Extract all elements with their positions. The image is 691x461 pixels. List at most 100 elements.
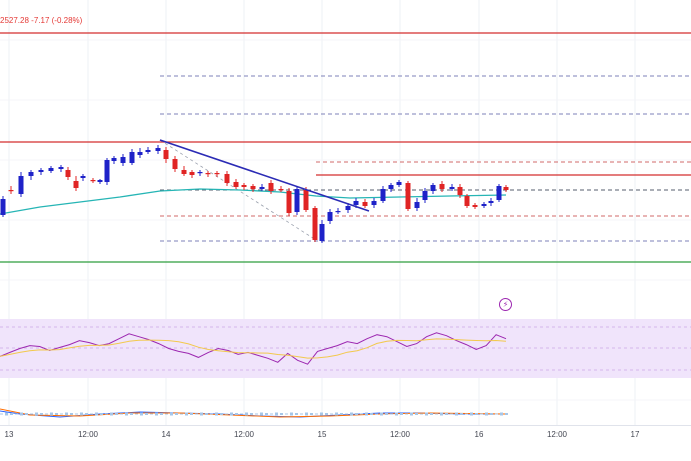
macd-histogram-bar bbox=[155, 412, 158, 416]
change-value: -7.17 bbox=[31, 16, 50, 25]
macd-histogram-bar bbox=[405, 413, 408, 415]
macd-histogram-bar bbox=[310, 413, 313, 415]
macd-histogram-bar bbox=[420, 413, 423, 415]
candle-body bbox=[145, 150, 151, 152]
macd-histogram-bar bbox=[165, 413, 168, 415]
time-label: 12:00 bbox=[546, 430, 568, 439]
macd-histogram-bar bbox=[265, 413, 268, 415]
macd-histogram-bar bbox=[320, 412, 323, 416]
candle-body bbox=[312, 208, 318, 240]
ohlc-readout: 2527.28 -7.17 (-0.28%) bbox=[0, 16, 82, 25]
candle-body bbox=[303, 190, 309, 210]
macd-histogram-bar bbox=[260, 412, 263, 416]
macd-histogram-bar bbox=[340, 413, 343, 415]
macd-histogram-bar bbox=[215, 412, 218, 416]
candle-body bbox=[335, 211, 341, 213]
macd-histogram-bar bbox=[5, 412, 8, 416]
macd-histogram-bar bbox=[400, 413, 403, 415]
macd-histogram-bar bbox=[500, 412, 503, 416]
macd-histogram-bar bbox=[90, 413, 93, 415]
candle-body bbox=[449, 187, 455, 189]
lightning-icon[interactable]: ⚡ bbox=[499, 298, 512, 311]
macd-histogram-bar bbox=[105, 413, 108, 415]
candle-body bbox=[58, 167, 64, 169]
candle-body bbox=[353, 201, 359, 205]
candle-body bbox=[457, 187, 463, 195]
macd-histogram-bar bbox=[325, 413, 328, 415]
macd-histogram-bar bbox=[225, 413, 228, 415]
macd-histogram-bar bbox=[130, 413, 133, 415]
macd-histogram-bar bbox=[160, 413, 163, 415]
candle-body bbox=[414, 202, 420, 208]
macd-histogram-bar bbox=[30, 413, 33, 415]
macd-histogram-bar bbox=[95, 412, 98, 416]
time-label: 12:00 bbox=[233, 430, 255, 439]
macd-histogram-bar bbox=[115, 413, 118, 415]
macd-histogram-bar bbox=[410, 412, 413, 416]
macd-histogram-bar bbox=[295, 413, 298, 415]
candle-body bbox=[439, 184, 445, 189]
macd-histogram-bar bbox=[235, 413, 238, 415]
candle-body bbox=[18, 176, 24, 194]
price-chart[interactable] bbox=[0, 0, 691, 425]
macd-histogram-bar bbox=[50, 412, 53, 416]
candle-body bbox=[189, 172, 195, 175]
macd-histogram-bar bbox=[435, 413, 438, 415]
macd-histogram-bar bbox=[415, 413, 418, 415]
macd-histogram-bar bbox=[470, 412, 473, 416]
macd-histogram-bar bbox=[335, 412, 338, 416]
macd-histogram-bar bbox=[145, 413, 148, 415]
macd-histogram-bar bbox=[75, 413, 78, 415]
candle-body bbox=[73, 181, 79, 188]
rsi-signal-line bbox=[0, 338, 507, 359]
candle-body bbox=[241, 185, 247, 187]
close-value: 2527.28 bbox=[0, 16, 29, 25]
macd-histogram-bar bbox=[430, 413, 433, 415]
time-label: 13 bbox=[4, 430, 14, 439]
macd-histogram-bar bbox=[345, 413, 348, 415]
macd-histogram-bar bbox=[440, 412, 443, 416]
time-label: 14 bbox=[161, 430, 171, 439]
candle-body bbox=[197, 172, 203, 174]
macd-histogram-bar bbox=[380, 412, 383, 416]
candle-body bbox=[481, 204, 487, 206]
ema-line bbox=[0, 188, 507, 215]
candle-body bbox=[80, 176, 86, 178]
macd-histogram-bar bbox=[85, 413, 88, 415]
macd-histogram-bar bbox=[495, 413, 498, 415]
macd-histogram-bar bbox=[195, 413, 198, 415]
candle-body bbox=[205, 173, 211, 175]
macd-histogram-bar bbox=[465, 413, 468, 415]
rsi-band bbox=[0, 319, 691, 378]
macd-histogram-bar bbox=[220, 413, 223, 415]
macd-histogram-bar bbox=[80, 412, 83, 416]
candle-body bbox=[371, 201, 377, 205]
candle-body bbox=[224, 174, 230, 183]
macd-histogram-bar bbox=[55, 413, 58, 415]
macd-histogram-bar bbox=[100, 413, 103, 415]
candle-body bbox=[345, 206, 351, 210]
macd-histogram-bar bbox=[250, 413, 253, 415]
macd-histogram-bar bbox=[140, 412, 143, 416]
macd-histogram-bar bbox=[170, 412, 173, 416]
macd-histogram-bar bbox=[350, 412, 353, 416]
candle-body bbox=[464, 196, 470, 206]
macd-histogram-bar bbox=[205, 413, 208, 415]
candle-body bbox=[278, 189, 284, 191]
candle-body bbox=[28, 172, 34, 176]
candle-body bbox=[286, 191, 292, 213]
candle-body bbox=[405, 183, 411, 209]
macd-histogram-bar bbox=[270, 413, 273, 415]
macd-histogram-bar bbox=[40, 413, 43, 415]
time-axis[interactable]: 13 12:00 14 12:00 15 12:00 16 12:00 17 bbox=[0, 425, 691, 442]
macd-histogram-bar bbox=[475, 413, 478, 415]
time-label: 12:00 bbox=[77, 430, 99, 439]
candle-body bbox=[422, 191, 428, 200]
candle-body bbox=[137, 152, 143, 155]
candle-body bbox=[155, 148, 161, 151]
macd-histogram-bar bbox=[25, 413, 28, 415]
candle-body bbox=[472, 205, 478, 207]
macd-histogram-bar bbox=[425, 412, 428, 416]
macd-histogram-bar bbox=[245, 412, 248, 416]
macd-histogram-bar bbox=[70, 413, 73, 415]
